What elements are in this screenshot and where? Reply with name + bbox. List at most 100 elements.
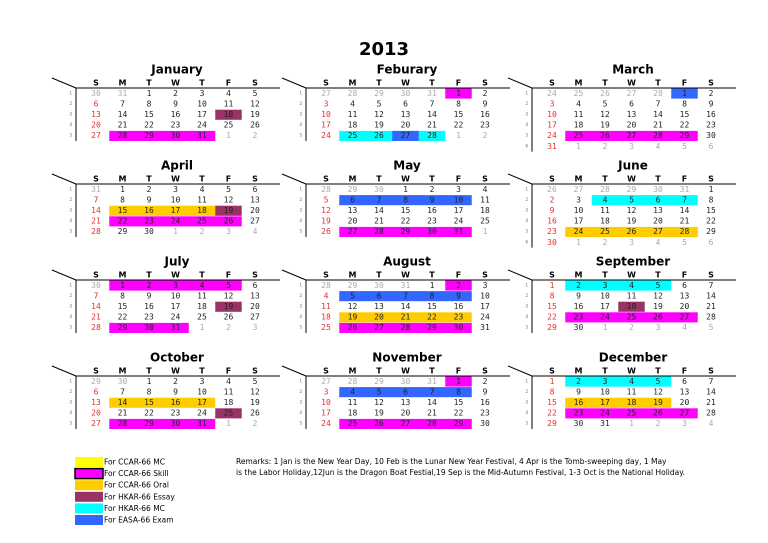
day-number: 2 (456, 281, 461, 290)
day-number: 13 (653, 206, 663, 215)
day-number: 20 (348, 217, 358, 226)
month-name: Feburary (377, 63, 438, 77)
weekday-header: M (575, 175, 583, 184)
month-name: April (161, 159, 193, 173)
exam-highlight (215, 301, 242, 312)
weekday-header: S (323, 79, 329, 88)
day-number: 14 (91, 206, 101, 215)
exam-highlight (565, 376, 672, 387)
day-number: 31 (197, 131, 207, 140)
day-number: 17 (547, 121, 557, 130)
weekday-header: W (627, 175, 636, 184)
day-number: 31 (197, 419, 207, 428)
exam-highlight (109, 322, 189, 333)
day-number: 4 (629, 281, 634, 290)
day-number: 29 (547, 323, 557, 332)
day-number: 8 (403, 195, 408, 204)
weekday-header: T (146, 175, 152, 184)
day-number: 23 (454, 313, 464, 322)
day-number: 1 (120, 281, 125, 290)
day-number: 9 (430, 195, 435, 204)
day-number: 6 (94, 99, 99, 108)
weekday-header: S (549, 367, 555, 376)
weekday-header: T (146, 79, 152, 88)
day-number: 27 (321, 89, 331, 98)
weekday-header: S (708, 79, 714, 88)
legend-label: For HKAR-66 MC (104, 504, 165, 513)
exam-highlight (109, 130, 216, 141)
day-number: 3 (682, 419, 687, 428)
day-number: 10 (321, 398, 331, 407)
day-number: 12 (348, 302, 358, 311)
day-number: 5 (682, 238, 687, 247)
day-number: 25 (627, 313, 637, 322)
week-number: 5 (69, 325, 72, 330)
week-number: 1 (69, 282, 72, 287)
weekday-header: F (226, 175, 231, 184)
day-number: 27 (250, 217, 260, 226)
month-name: May (393, 159, 421, 173)
day-number: 14 (706, 291, 716, 300)
week-number: 3 (69, 112, 72, 117)
day-number: 17 (600, 302, 610, 311)
weekday-header: S (323, 367, 329, 376)
header-diagonal (507, 365, 533, 377)
day-number: 21 (374, 217, 384, 226)
day-number: 30 (706, 131, 716, 140)
day-number: 31 (91, 185, 101, 194)
day-number: 31 (401, 281, 411, 290)
weekday-header: S (549, 175, 555, 184)
weekday-header: T (376, 79, 382, 88)
day-number: 28 (706, 313, 716, 322)
day-number: 1 (147, 89, 152, 98)
day-number: 29 (454, 419, 464, 428)
weekday-header: T (199, 367, 205, 376)
exam-highlight (565, 280, 672, 291)
day-number: 28 (91, 323, 101, 332)
weekday-header: W (627, 79, 636, 88)
exam-highlight (565, 397, 672, 408)
day-number: 18 (348, 121, 358, 130)
day-number: 1 (456, 377, 461, 386)
weekday-header: W (171, 175, 180, 184)
day-number: 22 (454, 121, 464, 130)
day-number: 26 (653, 313, 663, 322)
weekday-header: S (252, 175, 258, 184)
day-number: 22 (706, 217, 716, 226)
weekday-header: M (349, 175, 357, 184)
week-number: 6 (525, 239, 528, 244)
week-number: 1 (69, 186, 72, 191)
day-number: 20 (250, 302, 260, 311)
day-number: 2 (483, 89, 488, 98)
day-number: 30 (480, 419, 490, 428)
day-number: 18 (600, 217, 610, 226)
header-diagonal (507, 77, 533, 89)
day-number: 1 (226, 131, 231, 140)
exam-highlight (565, 312, 698, 323)
day-number: 12 (321, 206, 331, 215)
day-number: 20 (250, 206, 260, 215)
week-number: 4 (525, 314, 528, 319)
day-number: 8 (147, 99, 152, 108)
day-number: 6 (682, 377, 687, 386)
weekday-header: T (655, 175, 661, 184)
week-number: 1 (525, 186, 528, 191)
exam-highlight (565, 226, 698, 237)
day-number: 13 (680, 387, 690, 396)
day-number: 5 (709, 323, 714, 332)
day-number: 26 (250, 121, 260, 130)
week-number: 2 (299, 197, 302, 202)
weekday-header: F (226, 271, 231, 280)
day-number: 30 (374, 281, 384, 290)
day-number: 7 (94, 291, 99, 300)
day-number: 31 (171, 323, 181, 332)
week-number: 5 (69, 229, 72, 234)
weekday-header: S (323, 271, 329, 280)
exam-highlight (339, 226, 472, 237)
day-number: 24 (321, 419, 331, 428)
